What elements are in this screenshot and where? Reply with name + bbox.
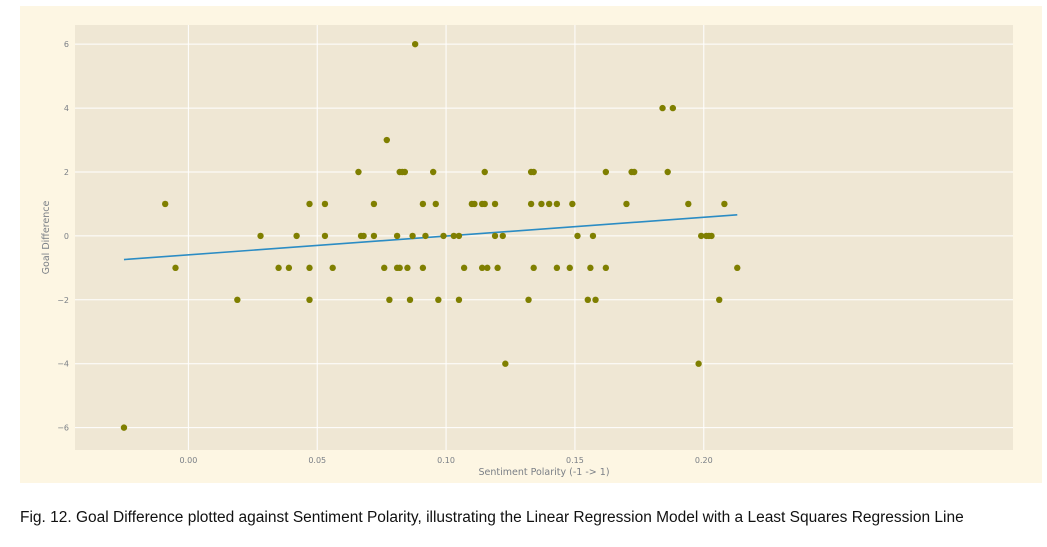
data-point	[525, 296, 532, 304]
data-point	[623, 200, 630, 208]
data-point	[566, 264, 573, 272]
data-point	[491, 232, 499, 240]
data-point	[257, 232, 264, 240]
data-point	[419, 264, 427, 272]
data-point	[404, 264, 411, 272]
scatter-chart: 0.00 0.05 0.10 0.15 0.20 −6 −4 −2 0 2 4 6 Sentiment…	[41, 25, 1013, 478]
data-point	[589, 232, 597, 240]
data-point	[527, 200, 535, 208]
data-point	[602, 264, 610, 272]
data-point	[306, 296, 313, 304]
data-point	[587, 264, 594, 272]
data-point	[386, 296, 393, 304]
data-point	[393, 232, 401, 240]
data-point	[481, 200, 488, 208]
data-point	[553, 264, 561, 272]
data-point	[494, 264, 501, 272]
data-point	[502, 360, 509, 367]
x-tick-label: 0.00	[179, 456, 197, 465]
data-point	[161, 200, 169, 208]
data-point	[697, 232, 705, 240]
data-point	[716, 296, 723, 304]
data-point	[406, 296, 414, 304]
data-point	[321, 200, 329, 208]
data-point	[275, 264, 282, 272]
y-tick-label: 4	[64, 104, 69, 113]
data-point	[695, 360, 702, 367]
data-point	[659, 104, 666, 112]
data-point	[429, 168, 437, 176]
x-axis-label: Sentiment Polarity (-1 -> 1)	[478, 467, 609, 478]
y-tick-label: −6	[57, 424, 69, 433]
y-tick-label: −4	[57, 360, 69, 369]
data-point	[450, 232, 458, 240]
data-point	[592, 296, 599, 304]
data-point	[669, 104, 677, 112]
x-tick-label: 0.20	[695, 456, 713, 465]
x-tick-label: 0.05	[308, 456, 326, 465]
data-point	[383, 136, 391, 144]
y-tick-label: −2	[57, 296, 69, 305]
data-point	[370, 200, 378, 208]
y-tick-label: 2	[64, 168, 69, 177]
data-point	[234, 296, 241, 304]
data-point	[355, 168, 362, 176]
data-point	[530, 264, 537, 272]
data-point	[440, 232, 447, 240]
data-point	[455, 232, 463, 240]
data-point	[381, 264, 388, 272]
data-point	[553, 200, 561, 208]
data-point	[321, 232, 329, 240]
figure-caption: Fig. 12. Goal Difference plotted against…	[20, 509, 964, 526]
data-point	[285, 264, 293, 272]
data-point	[360, 232, 367, 240]
data-point	[396, 264, 403, 272]
data-point	[545, 200, 553, 208]
data-point	[530, 168, 537, 176]
data-point	[432, 200, 439, 208]
data-point	[569, 200, 576, 208]
x-tick-label: 0.10	[437, 456, 455, 465]
data-point	[411, 40, 419, 48]
data-point	[574, 232, 581, 240]
data-point	[602, 168, 610, 176]
data-point	[630, 168, 638, 176]
data-point	[460, 264, 468, 272]
x-tick-label: 0.15	[566, 456, 584, 465]
data-point	[584, 296, 592, 304]
data-point	[471, 200, 478, 208]
data-points	[120, 40, 741, 431]
data-point	[409, 232, 416, 240]
data-point	[538, 200, 545, 208]
y-axis-label: Goal Difference	[41, 201, 52, 275]
data-point	[401, 168, 409, 176]
data-point	[306, 264, 313, 272]
plot-area	[75, 25, 1013, 450]
data-point	[721, 200, 728, 208]
data-point	[455, 296, 463, 304]
figure-panel: 0.00 0.05 0.10 0.15 0.20 −6 −4 −2 0 2 4 6 Sentiment…	[20, 6, 1042, 483]
data-point	[293, 232, 300, 240]
data-point	[435, 296, 442, 304]
data-point	[478, 264, 486, 272]
data-point	[734, 264, 741, 272]
data-point	[306, 200, 313, 208]
data-point	[370, 232, 378, 240]
data-point	[708, 232, 715, 240]
data-point	[172, 264, 179, 272]
tick-labels: 0.00 0.05 0.10 0.15 0.20 −6 −4 −2 0 2 4 6	[57, 40, 712, 465]
data-point	[120, 424, 128, 431]
data-point	[685, 200, 692, 208]
data-point	[481, 168, 488, 176]
data-point	[664, 168, 671, 176]
data-point	[419, 200, 427, 208]
data-point	[329, 264, 336, 272]
data-point	[422, 232, 429, 240]
data-point	[491, 200, 499, 208]
regression-line	[123, 214, 738, 261]
data-point	[484, 264, 491, 272]
y-tick-label: 0	[64, 232, 69, 241]
y-tick-label: 6	[64, 40, 69, 49]
data-point	[499, 232, 506, 240]
